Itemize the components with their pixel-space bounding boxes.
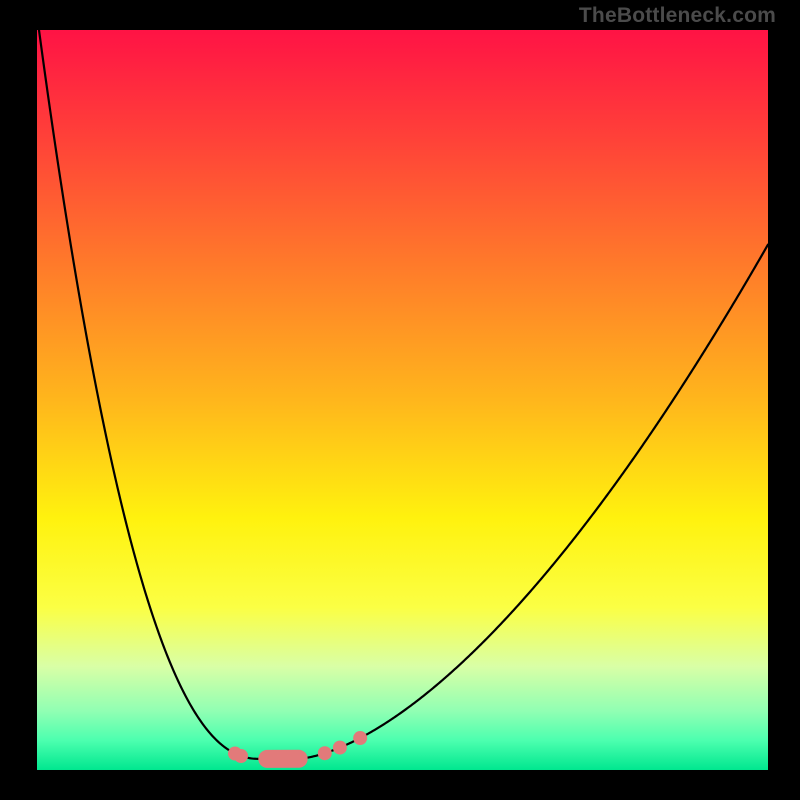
- chart-container: [37, 30, 768, 770]
- chart-svg: [37, 30, 768, 770]
- watermark-text: TheBottleneck.com: [579, 4, 776, 28]
